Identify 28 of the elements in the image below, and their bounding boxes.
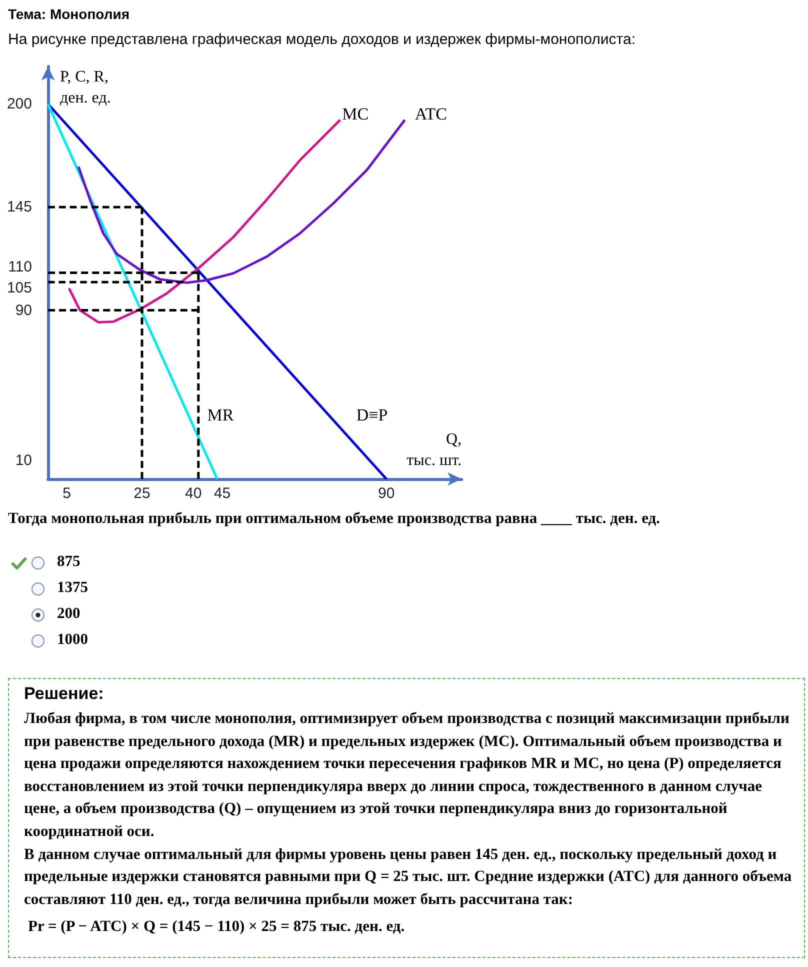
x-axis-title: Q, тыс. шт. bbox=[406, 431, 462, 469]
y-tick-label: 10 bbox=[15, 452, 32, 469]
text: 200 bbox=[57, 605, 80, 623]
x-tick-label: 5 bbox=[62, 485, 71, 502]
text: 1000 bbox=[57, 631, 88, 649]
x-tick-label: 90 bbox=[378, 485, 395, 502]
text: 875 bbox=[57, 553, 80, 571]
chart-subtitle: На рисунке представлена графическая модель доходов и издержек фирмы-монополиста: bbox=[8, 31, 636, 48]
text: Тогда монопольная прибыль при оптимальном объеме производства равна ____ тыс. ден. ед. bbox=[8, 510, 660, 528]
x-tick-label: 40 bbox=[185, 485, 202, 502]
y-axis-title: P, C, R, ден. ед. bbox=[60, 68, 111, 106]
y-tick-label: 145 bbox=[6, 198, 32, 216]
series-label: ATC bbox=[414, 104, 447, 124]
chart-title: Тема: Монополия bbox=[8, 6, 130, 22]
text: В данном случае оптимальный для фирмы уровень цены равен 145 ден. ед., поскольку предельный доход и предельные издержки становятся равными при Q = 25 тыс. шт. Средние издержки (ATC) для данного объема составляют 110 ден. ед., тогда величина прибыли может быть рассчитана так: bbox=[24, 846, 792, 908]
x-tick-label: 25 bbox=[134, 485, 150, 502]
y-tick-label: 110 bbox=[8, 258, 32, 276]
series-label: MR bbox=[207, 406, 234, 424]
text: Pr = (P − ATC) × Q = (145 − 110) × 25 = 875 тыс. ден. ед. bbox=[28, 918, 405, 936]
series-label: MC bbox=[342, 104, 369, 124]
series-label: D≡P bbox=[356, 406, 388, 424]
text: Решение: bbox=[24, 684, 104, 704]
y-tick-label: 90 bbox=[15, 302, 32, 319]
x-tick-label: 45 bbox=[214, 485, 231, 502]
text: Любая фирма, в том числе монополия, оптимизирует объем производства с позиций максимизации прибыли при равенстве предельного дохода (MR) и предельных издержек (MC). Оптимальный объем производства и цена продажи определяются нахождением точки пересечения графиков MR и MC, но цена (P) определяется восстановлением из этой точки перпендикуляра вверх до линии спроса, тождественного в данном случае цене, а объем производства (Q) – опущением из этой точки перпендикуляра вниз до горизонтальной координатной оси. bbox=[24, 710, 790, 840]
text: 1375 bbox=[57, 579, 88, 597]
y-tick-label: 105 bbox=[6, 280, 32, 297]
y-tick-label: 200 bbox=[6, 96, 32, 112]
